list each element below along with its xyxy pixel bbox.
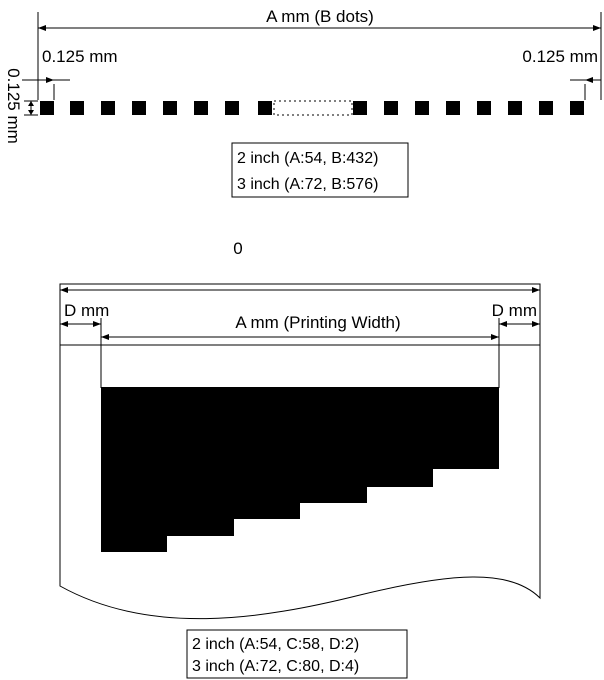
- total-width-label: A mm (B dots): [266, 7, 374, 26]
- dot: [163, 101, 177, 115]
- dot: [539, 101, 553, 115]
- dot-line-spec-line-2inch: 2 inch (A:54, B:432): [237, 150, 378, 167]
- right-margin-label: 0.125 mm: [522, 47, 598, 66]
- dot: [258, 101, 272, 115]
- dot: [477, 101, 491, 115]
- arrowhead-d-right-b: [532, 321, 540, 327]
- paper-spec-line-2inch: 2 inch (A:54, C:58, D:2): [192, 636, 359, 653]
- dot: [446, 101, 460, 115]
- arrowhead-d-right-a: [499, 321, 507, 327]
- arrowhead-right-margin: [585, 77, 593, 83]
- printing-width-label: A mm (Printing Width): [235, 313, 400, 332]
- dot-gap-region: [273, 100, 353, 116]
- arrowhead-dot-height-top: [28, 101, 34, 106]
- dot: [353, 101, 367, 115]
- dot-line-spec-box: [231, 142, 409, 198]
- right-margin-d-label: D mm: [492, 301, 537, 320]
- printed-area: [101, 387, 499, 552]
- separator-label: 0: [233, 239, 242, 258]
- paper-print-area-diagram: D mm D mm A mm (Printing Width) 2 inch (…: [59, 283, 541, 679]
- dot: [384, 101, 398, 115]
- dot-line-spec-line-3inch: 3 inch (A:72, B:576): [237, 176, 378, 193]
- arrowhead-pw-right: [491, 334, 499, 340]
- arrowhead-left: [38, 25, 46, 31]
- dot: [570, 101, 584, 115]
- left-margin-label: 0.125 mm: [42, 47, 118, 66]
- dot: [70, 101, 84, 115]
- dot: [194, 101, 208, 115]
- dot-height-label: 0.125 mm: [4, 68, 23, 144]
- dot: [132, 101, 146, 115]
- arrowhead-d-left-a: [60, 321, 68, 327]
- left-margin-d-label: D mm: [64, 301, 109, 320]
- paper-spec-box: [186, 629, 408, 679]
- arrowhead-pw-left: [101, 334, 109, 340]
- arrowhead-paper-left: [60, 287, 68, 293]
- arrowhead-left-margin: [46, 77, 54, 83]
- printed-dots: [40, 100, 584, 116]
- dot: [225, 101, 239, 115]
- dot: [101, 101, 115, 115]
- dot: [415, 101, 429, 115]
- arrowhead-d-left-b: [93, 321, 101, 327]
- paper-spec-line-3inch: 3 inch (A:72, C:80, D:4): [192, 658, 359, 675]
- dot-line-diagram: A mm (B dots) 0.125 mm 0.125 mm 0.125 mm: [4, 7, 602, 198]
- dot: [508, 101, 522, 115]
- arrowhead-dot-height-bottom: [28, 110, 34, 115]
- arrowhead-paper-right: [532, 287, 540, 293]
- dot: [40, 101, 54, 115]
- arrowhead-right: [593, 25, 601, 31]
